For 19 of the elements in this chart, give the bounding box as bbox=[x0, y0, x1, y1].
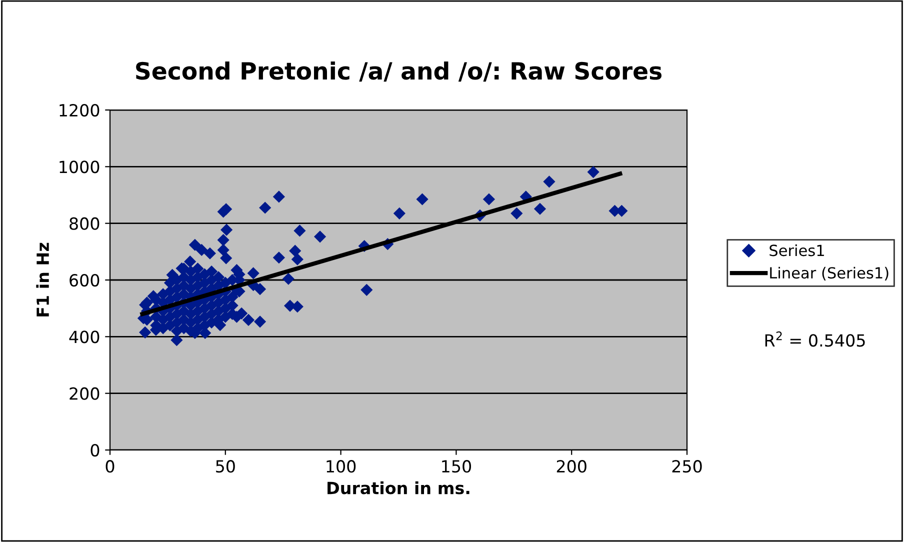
y-tick-label: 1200 bbox=[60, 104, 100, 117]
y-tick-label: 600 bbox=[70, 274, 100, 287]
x-tick-label: 250 bbox=[672, 460, 702, 473]
legend-label: Series1 bbox=[770, 244, 824, 256]
y-tick-label: 1000 bbox=[60, 160, 100, 174]
x-tick-label: 50 bbox=[216, 460, 235, 473]
y-tick-label: 800 bbox=[70, 217, 100, 230]
x-tick-label: 100 bbox=[326, 460, 356, 473]
legend-label: Linear (Series1) bbox=[770, 266, 888, 280]
y-tick-label: 200 bbox=[70, 387, 100, 400]
x-tick-label: 150 bbox=[442, 460, 471, 473]
text: R$^{2}$ = 0.5405 bbox=[765, 331, 865, 347]
x-tick-label: 200 bbox=[556, 460, 586, 473]
y-axis-title: F1 in Hz bbox=[36, 242, 49, 316]
chart-title: Second Pretonic /a/ and /o/: Raw Scores bbox=[136, 62, 662, 82]
x-axis-title: Duration in ms. bbox=[328, 481, 470, 494]
y-tick-label: 400 bbox=[69, 330, 100, 344]
x-tick-label: 0 bbox=[106, 460, 114, 473]
y-tick-label: 0 bbox=[90, 444, 100, 457]
